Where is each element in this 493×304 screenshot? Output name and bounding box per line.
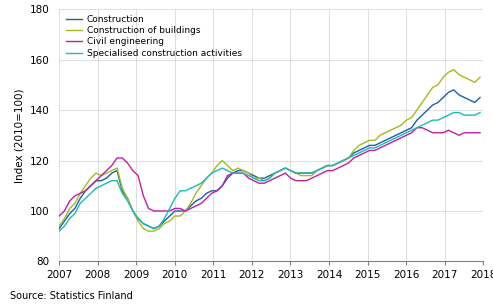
Civil engineering bbox=[477, 131, 483, 135]
Civil engineering bbox=[319, 171, 325, 175]
Construction of buildings bbox=[145, 229, 151, 233]
Text: Source: Statistics Finland: Source: Statistics Finland bbox=[10, 291, 133, 301]
Construction of buildings bbox=[372, 139, 378, 142]
Legend: Construction, Construction of buildings, Civil engineering, Specialised construc: Construction, Construction of buildings,… bbox=[66, 15, 242, 58]
Construction of buildings bbox=[293, 171, 299, 175]
Construction bbox=[435, 101, 441, 104]
Y-axis label: Index (2010=100): Index (2010=100) bbox=[14, 88, 24, 182]
Construction of buildings bbox=[403, 118, 409, 122]
Specialised construction activities bbox=[319, 166, 325, 170]
Construction bbox=[398, 131, 404, 135]
Specialised construction activities bbox=[451, 111, 457, 114]
Construction of buildings bbox=[440, 75, 446, 79]
Line: Specialised construction activities: Specialised construction activities bbox=[59, 112, 480, 231]
Construction bbox=[56, 227, 62, 230]
Specialised construction activities bbox=[288, 169, 294, 172]
Specialised construction activities bbox=[398, 133, 404, 137]
Construction of buildings bbox=[477, 75, 483, 79]
Civil engineering bbox=[414, 126, 420, 130]
Specialised construction activities bbox=[367, 146, 373, 150]
Line: Civil engineering: Civil engineering bbox=[59, 128, 480, 216]
Construction bbox=[419, 113, 425, 117]
Construction of buildings bbox=[424, 93, 430, 97]
Construction of buildings bbox=[324, 164, 330, 168]
Civil engineering bbox=[440, 131, 446, 135]
Civil engineering bbox=[367, 149, 373, 152]
Specialised construction activities bbox=[477, 111, 483, 114]
Line: Construction: Construction bbox=[59, 90, 480, 229]
Construction of buildings bbox=[451, 68, 457, 71]
Civil engineering bbox=[56, 214, 62, 218]
Specialised construction activities bbox=[56, 229, 62, 233]
Line: Construction of buildings: Construction of buildings bbox=[59, 70, 480, 231]
Specialised construction activities bbox=[419, 123, 425, 127]
Construction of buildings bbox=[56, 224, 62, 228]
Construction bbox=[288, 169, 294, 172]
Construction bbox=[477, 95, 483, 99]
Construction bbox=[319, 166, 325, 170]
Specialised construction activities bbox=[435, 118, 441, 122]
Civil engineering bbox=[398, 136, 404, 140]
Civil engineering bbox=[424, 128, 430, 132]
Civil engineering bbox=[288, 176, 294, 180]
Construction bbox=[451, 88, 457, 92]
Construction bbox=[367, 143, 373, 147]
